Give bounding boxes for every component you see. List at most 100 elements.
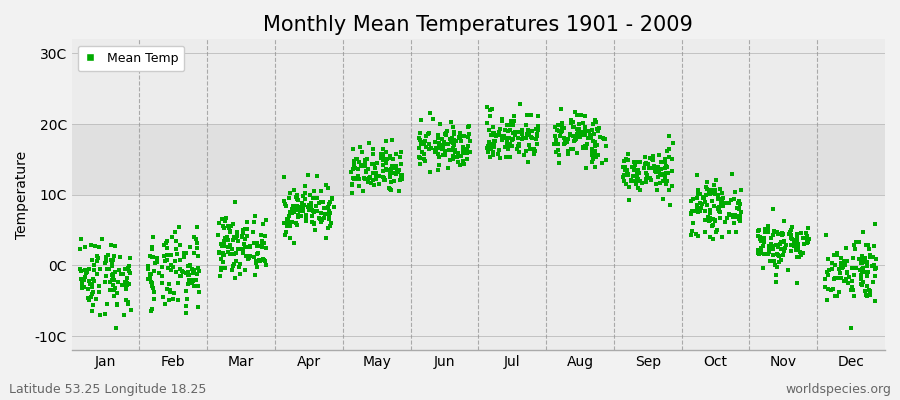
Point — [294, 199, 309, 206]
Point — [548, 124, 562, 130]
Point — [845, 265, 859, 272]
Point — [766, 206, 780, 212]
Point — [246, 229, 260, 235]
Point — [854, 260, 868, 266]
Point — [302, 206, 316, 213]
Point — [519, 112, 534, 119]
Point — [291, 214, 305, 221]
Point — [86, 283, 100, 289]
Point — [511, 135, 526, 141]
Point — [296, 204, 310, 210]
Point — [495, 118, 509, 124]
Point — [310, 195, 324, 201]
Point — [734, 218, 748, 225]
Point — [81, 295, 95, 301]
Point — [182, 277, 196, 284]
Point — [552, 128, 566, 134]
Point — [444, 139, 458, 146]
Point — [630, 176, 644, 183]
Point — [502, 154, 517, 160]
Point — [791, 244, 806, 250]
Point — [289, 207, 303, 213]
Point — [431, 162, 446, 168]
Point — [760, 250, 775, 257]
Point — [434, 142, 448, 148]
Point — [585, 127, 599, 134]
Point — [234, 246, 248, 252]
Point — [87, 262, 102, 268]
Point — [580, 128, 595, 134]
Point — [698, 208, 712, 214]
Point — [376, 168, 391, 174]
Point — [322, 216, 337, 222]
Point — [286, 186, 301, 193]
Point — [121, 275, 135, 282]
Point — [491, 132, 505, 138]
Point — [290, 203, 304, 209]
Point — [781, 266, 796, 273]
Point — [376, 174, 391, 181]
Point — [92, 283, 106, 290]
Point — [169, 238, 184, 244]
Point — [85, 294, 99, 300]
Point — [156, 294, 170, 300]
Point — [189, 283, 203, 289]
Point — [424, 145, 438, 152]
Point — [164, 262, 178, 268]
Point — [189, 270, 203, 277]
Point — [529, 131, 544, 138]
Point — [183, 262, 197, 268]
Point — [225, 266, 239, 273]
Point — [99, 273, 113, 280]
Point — [248, 272, 262, 278]
Point — [584, 134, 598, 141]
Point — [104, 257, 118, 263]
Point — [497, 133, 511, 139]
Point — [555, 124, 570, 130]
Point — [412, 135, 427, 141]
Point — [820, 297, 834, 303]
Point — [225, 246, 239, 252]
Point — [495, 116, 509, 123]
Point — [518, 148, 533, 154]
Point — [831, 250, 845, 256]
Point — [432, 141, 446, 147]
Point — [549, 149, 563, 156]
Point — [446, 131, 461, 137]
Point — [490, 133, 504, 139]
Point — [830, 293, 844, 300]
Point — [179, 302, 194, 309]
Point — [725, 214, 740, 220]
Point — [120, 282, 134, 288]
Point — [690, 195, 705, 201]
Point — [526, 150, 541, 156]
Point — [283, 208, 297, 215]
Point — [392, 169, 406, 176]
Point — [315, 217, 329, 223]
Point — [658, 165, 672, 171]
Point — [590, 142, 604, 148]
Point — [852, 239, 867, 245]
Point — [505, 118, 519, 124]
Point — [352, 183, 366, 189]
Point — [761, 227, 776, 233]
Point — [640, 172, 654, 178]
Point — [375, 154, 390, 160]
Point — [576, 132, 590, 138]
Point — [856, 265, 870, 272]
Point — [561, 148, 575, 155]
Point — [307, 208, 321, 214]
Point — [849, 265, 863, 272]
Point — [229, 235, 243, 242]
Point — [119, 283, 133, 290]
Point — [706, 216, 720, 223]
Point — [567, 124, 581, 130]
Point — [370, 160, 384, 167]
Point — [93, 266, 107, 273]
Point — [480, 145, 494, 152]
Point — [707, 217, 722, 223]
Point — [392, 154, 407, 160]
Point — [298, 183, 312, 190]
Point — [725, 171, 740, 177]
Point — [506, 130, 520, 136]
